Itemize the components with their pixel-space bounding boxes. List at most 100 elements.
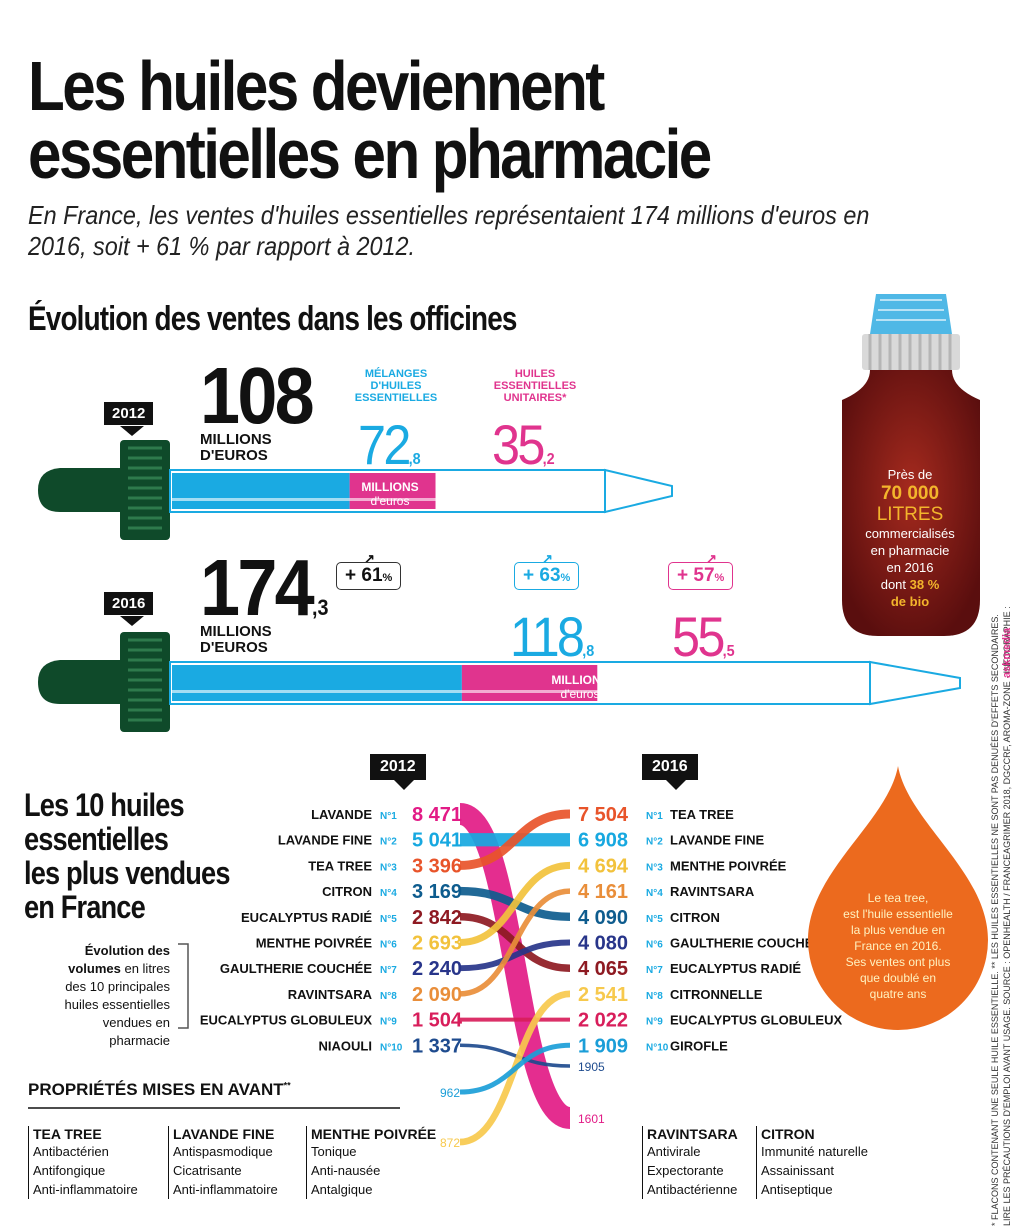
arrow-icon: ↗ (364, 551, 375, 566)
right-rank: N°10 (646, 1042, 669, 1053)
sales-tubes-graphic (38, 426, 961, 732)
growth-melanges-badge: + 63% (514, 562, 580, 590)
unit-2012-unitaires: MILLIONS d'euros (494, 480, 552, 508)
total-2016-value: 174,3 (200, 543, 329, 632)
left-value: 8 471 (412, 804, 462, 826)
drop-text: Le tea tree, est l'huile essentielle la pl… (843, 891, 953, 1001)
right-value: 7 504 (578, 804, 629, 826)
right-rank: N°6 (646, 940, 663, 951)
label-melanges: MÉLANGES D'HUILES ESSENTIELLES (354, 368, 438, 404)
right-rank: N°1 (646, 811, 663, 822)
off-chart-value: 1905 (578, 1060, 605, 1074)
left-rank: N°1 (380, 811, 397, 822)
right-value: 4 694 (578, 855, 629, 877)
page-title: Les huiles deviennent essentielles en ph… (28, 47, 712, 193)
right-name: TEA TREE (670, 807, 734, 822)
arrow-icon: ↗ (706, 551, 717, 566)
property-item: Antalgique (311, 1182, 373, 1197)
right-rank: N°8 (646, 991, 663, 1002)
left-name: TEA TREE (308, 858, 372, 873)
property-group: MENTHE POIVRÉE Tonique Anti-nausée Antalgiq… (306, 1126, 436, 1199)
melanges-2016-value: 118,8 (510, 605, 595, 668)
property-item: Antifongique (33, 1163, 106, 1178)
slope-line-ravintsara (459, 888, 571, 997)
left-name: NIAOULI (319, 1038, 372, 1053)
left-name: GAULTHERIE COUCHÉE (220, 961, 372, 976)
left-value: 5 041 (412, 830, 462, 852)
right-name: EUCALYPTUS GLOBULEUX (670, 1013, 842, 1028)
right-name: GAULTHERIE COUCHÉE (670, 936, 822, 951)
property-item: Anti-inflammatoire (173, 1182, 278, 1197)
year-tag-2016: 2016 (104, 592, 154, 615)
footnote-2: LIRE LES PRÉCAUTIONS D'EMPLOI AVANT USAG… (1002, 606, 1012, 1226)
right-rank: N°2 (646, 837, 663, 848)
property-group: RAVINTSARA Antivirale Expectorante Antibact… (642, 1126, 738, 1199)
left-value: 1 504 (412, 1010, 463, 1032)
property-group-title: MENTHE POIVRÉE (311, 1126, 437, 1142)
right-value: 4 080 (578, 933, 628, 955)
bar-2016-melanges (172, 665, 462, 701)
slope-line-lavande (457, 803, 573, 1129)
property-item: Expectorante (647, 1163, 724, 1178)
right-value: 2 541 (578, 984, 628, 1006)
total-2012-unit: MILLIONS D'EUROS (200, 431, 272, 464)
right-name: MENTHE POIVRÉE (670, 858, 787, 873)
left-rank: N°6 (380, 940, 397, 951)
property-item: Antiseptique (761, 1182, 833, 1197)
off-chart-value: 1601 (578, 1112, 605, 1126)
left-value: 1 337 (412, 1035, 462, 1057)
left-rank: N°9 (380, 1017, 397, 1028)
left-name: LAVANDE FINE (278, 833, 372, 848)
slope-line-girofle (459, 1042, 571, 1095)
year-tag-right: 2016 (642, 754, 698, 780)
melanges-2012-value: 72,8 (358, 413, 421, 476)
right-value: 4 161 (578, 881, 628, 903)
drop-graphic (808, 766, 988, 1030)
unit-2012-melanges: MILLIONS d'euros (361, 480, 419, 508)
right-value: 4 065 (578, 958, 628, 980)
properties-heading: PROPRIÉTÉS MISES EN AVANT** (28, 1080, 291, 1099)
unitaires-2016-value: 55,5 (672, 605, 735, 668)
credit-logo: askmedia (1001, 627, 1013, 678)
left-rank: N°3 (380, 862, 397, 873)
left-name: CITRON (322, 884, 372, 899)
property-item: Antibactérien (33, 1144, 109, 1159)
left-value: 2 842 (412, 907, 462, 929)
unitaires-2012-value: 35,2 (492, 413, 555, 476)
unit-2016-melanges: MILLIONS d'euros (551, 673, 609, 701)
property-item: Antivirale (647, 1144, 701, 1159)
left-name: EUCALYPTUS RADIÉ (241, 910, 372, 925)
property-group-title: LAVANDE FINE (173, 1126, 275, 1142)
property-item: Antispasmodique (173, 1144, 273, 1159)
right-value: 2 022 (578, 1010, 628, 1032)
property-group-title: CITRON (761, 1126, 815, 1142)
property-item: Immunité naturelle (761, 1144, 868, 1159)
left-value: 3 396 (412, 855, 462, 877)
left-rank: N°2 (380, 837, 397, 848)
left-name: EUCALYPTUS GLOBULEUX (200, 1013, 372, 1028)
bar-2012-unitaires (349, 473, 436, 509)
property-item: Anti-inflammatoire (33, 1182, 138, 1197)
right-value: 4 090 (578, 907, 628, 929)
property-item: Tonique (311, 1144, 357, 1159)
property-item: Anti-nausée (311, 1163, 381, 1178)
footnote-1: * FLACONS CONTENANT UNE SEULE HUILE ESSE… (990, 614, 1000, 1226)
property-group-title: TEA TREE (33, 1126, 102, 1142)
year-tag-2012: 2012 (104, 402, 154, 425)
right-rank: N°3 (646, 862, 663, 873)
sales-evolution-heading: Évolution des ventes dans les officines (28, 300, 517, 338)
year-tag-pointers (394, 780, 686, 790)
slope-line-menthe-poivr-e (459, 861, 571, 947)
property-item: Cicatrisante (173, 1163, 242, 1178)
arrow-icon: ↗ (542, 551, 553, 566)
subtitle: En France, les ventes d'huiles essentiel… (28, 200, 870, 261)
off-chart-value: 872 (440, 1136, 460, 1150)
left-name: LAVANDE (311, 807, 372, 822)
property-group: LAVANDE FINE Antispasmodique Cicatrisante A… (168, 1126, 278, 1199)
bottle-text: Près de 70 000 LITRES commercialisés en … (865, 467, 955, 609)
left-rank: N°7 (380, 965, 397, 976)
property-group: TEA TREE Antibactérien Antifongique Anti-in… (28, 1126, 138, 1199)
right-rank: N°9 (646, 1017, 663, 1028)
right-name: RAVINTSARA (670, 884, 755, 899)
